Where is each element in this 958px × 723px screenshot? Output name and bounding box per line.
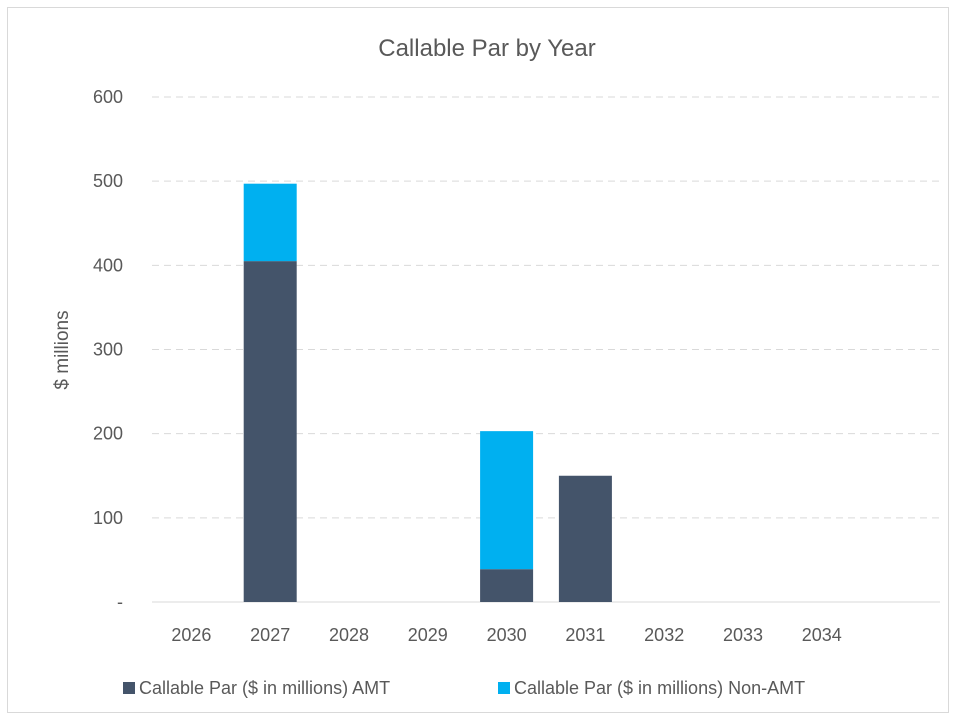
bar-2031 [558, 475, 612, 602]
legend: Callable Par ($ in millions) AMT Callable… [123, 678, 805, 698]
legend-label: Callable Par ($ in millions) AMT [139, 678, 390, 698]
bar-2030 [480, 431, 534, 570]
legend-swatch [123, 682, 135, 694]
x-tick-label: 2032 [644, 625, 684, 645]
chart-frame [7, 7, 949, 713]
x-tick-label: 2029 [408, 625, 448, 645]
bar-2027 [243, 261, 297, 602]
y-axis-label: $ millions [52, 310, 73, 389]
x-tick-label: 2026 [171, 625, 211, 645]
x-tick-label: 2027 [250, 625, 290, 645]
x-tick-label: 2028 [329, 625, 369, 645]
y-tick-label: 400 [93, 255, 123, 275]
legend-label: Callable Par ($ in millions) Non-AMT [514, 678, 805, 698]
chart-title: Callable Par by Year [378, 35, 595, 62]
y-tick-label: - [117, 592, 123, 612]
y-tick-label: 100 [93, 508, 123, 528]
x-axis-ticks: 2026 2027 2028 2029 2030 2031 2032 2033 2034 [171, 625, 841, 645]
y-tick-label: 200 [93, 424, 123, 444]
y-axis-ticks: - 100 200 300 400 500 600 [93, 87, 123, 612]
bar-2030 [480, 569, 534, 602]
y-tick-label: 600 [93, 87, 123, 107]
y-tick-label: 300 [93, 340, 123, 360]
x-tick-label: 2034 [802, 625, 842, 645]
y-tick-label: 500 [93, 171, 123, 191]
bar-2027 [243, 183, 297, 262]
x-tick-label: 2030 [487, 625, 527, 645]
x-tick-label: 2033 [723, 625, 763, 645]
x-tick-label: 2031 [565, 625, 605, 645]
bars [243, 183, 612, 602]
legend-swatch [498, 682, 510, 694]
